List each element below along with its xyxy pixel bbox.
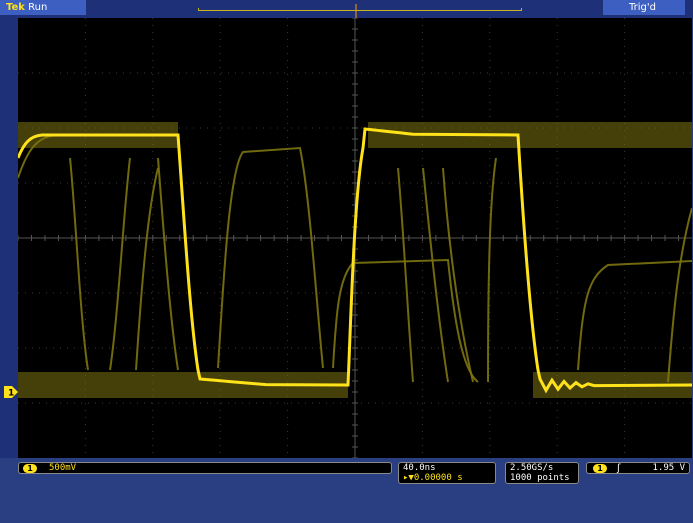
rising-edge-icon: ʃ (617, 463, 621, 474)
acquisition-readout[interactable]: 2.50GS/s 1000 points (505, 462, 579, 484)
trigger-source-badge: 1 (593, 464, 607, 473)
trigger-status: Trig'd (603, 0, 685, 15)
channel1-readout[interactable]: 1 500mV (18, 462, 392, 474)
graticule (18, 18, 692, 458)
channel1-waveform (18, 127, 692, 394)
persistence-trace (332, 258, 479, 383)
trigger-readout[interactable]: 1 ʃ 1.95 V (586, 462, 690, 474)
persistence-trace (667, 207, 692, 383)
status-bar: Tek Run Trig'd (0, 0, 693, 30)
run-state-label: Run (28, 2, 48, 13)
acquisition-status[interactable]: Tek Run (0, 0, 86, 15)
waveform-display[interactable] (18, 18, 692, 458)
brand-label: Tek (6, 2, 25, 13)
channel-ground-marker-icon[interactable]: 1 (4, 385, 18, 399)
trigger-state-label: Trig'd (629, 2, 656, 13)
persistence-trace (109, 157, 131, 371)
svg-text:1: 1 (8, 389, 14, 399)
persistence-trace (442, 167, 474, 383)
delay-marker-icon: ▸▼ (403, 473, 414, 483)
record-view-bar (198, 8, 522, 11)
persistence-trace (135, 167, 159, 371)
vertical-scale-value: 500mV (49, 463, 77, 473)
horizontal-readout[interactable]: 40.0ns ▸▼0.00000 s (398, 462, 496, 484)
delay-readout: ▸▼0.00000 s (403, 473, 463, 484)
trigger-level-value: 1.95 V (652, 463, 685, 473)
timebase-value: 40.0ns (403, 463, 436, 473)
record-length-value: 1000 points (510, 473, 570, 483)
channel1-badge: 1 (23, 464, 37, 473)
persistence-trace (69, 157, 89, 371)
persistence-trace (422, 167, 449, 383)
persistence-trace (577, 260, 692, 371)
persistence-trace (397, 167, 414, 383)
delay-value: 0.00000 s (413, 473, 463, 483)
persistence-trace (217, 146, 324, 369)
sample-rate-value: 2.50GS/s (510, 463, 554, 473)
persistence-trace (157, 157, 179, 371)
left-edge-strip (0, 18, 18, 458)
persistence-trace (487, 157, 497, 383)
